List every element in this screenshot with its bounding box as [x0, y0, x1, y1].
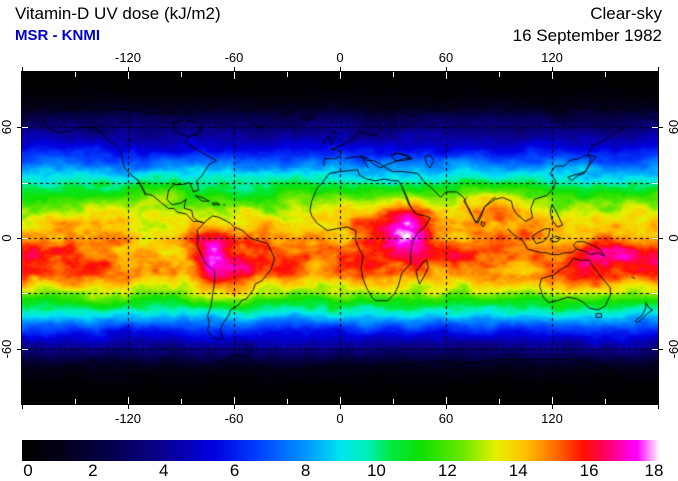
axis-tick-bottom — [446, 397, 447, 404]
axis-tick-top — [181, 72, 182, 77]
colorbar-tick-label: 14 — [508, 461, 528, 480]
axis-tick-bottom — [181, 399, 182, 404]
axis-outtick-top — [128, 67, 129, 71]
lat-tick-label-right: -60 — [666, 339, 678, 359]
axis-outtick-left — [17, 349, 21, 350]
lon-tick-label-top: 0 — [336, 50, 344, 65]
axis-tick-top — [287, 72, 288, 77]
colorbar-tick-label: 12 — [437, 461, 457, 480]
axis-outtick-top — [552, 67, 553, 71]
lon-tick-label-top: -60 — [224, 50, 244, 65]
axis-outtick-bottom — [340, 405, 341, 409]
axis-tick-right — [652, 127, 658, 128]
axis-tick-bottom — [75, 399, 76, 404]
colorbar-tick-label: 2 — [88, 461, 98, 480]
axis-outtick-top — [22, 67, 23, 71]
axis-top-line — [21, 71, 659, 72]
axis-tick-top — [234, 72, 235, 79]
colorbar-gradient-canvas — [22, 440, 660, 461]
axis-outtick-bottom — [128, 405, 129, 409]
axis-tick-left — [22, 183, 28, 184]
axis-tick-top — [75, 72, 76, 77]
lon-tick-label-bottom: -120 — [114, 411, 142, 426]
colorbar-tick-label: 10 — [366, 461, 386, 480]
lat-tick-label-left: -60 — [0, 339, 14, 359]
lon-tick-label-top: -120 — [114, 50, 142, 65]
axis-tick-top — [605, 72, 606, 77]
world-map-plot — [22, 72, 658, 404]
axis-tick-right — [652, 238, 658, 239]
axis-right-line — [658, 71, 659, 405]
axis-outtick-bottom — [446, 405, 447, 409]
axis-tick-top — [393, 72, 394, 77]
lon-tick-label-bottom: 60 — [438, 411, 454, 426]
axis-tick-top — [128, 72, 129, 79]
lon-tick-label-bottom: -60 — [224, 411, 244, 426]
axis-tick-bottom — [552, 397, 553, 404]
lon-tick-label-top: 60 — [438, 50, 454, 65]
lat-tick-label-left: 60 — [0, 120, 14, 135]
lon-tick-label-top: 120 — [541, 50, 563, 65]
axis-outtick-top — [446, 67, 447, 71]
axis-tick-top — [552, 72, 553, 79]
lat-tick-label-right: 60 — [666, 120, 678, 135]
axis-tick-left — [22, 127, 28, 128]
axis-tick-top — [446, 72, 447, 79]
axis-tick-bottom — [340, 397, 341, 404]
axis-outtick-bottom — [658, 405, 659, 409]
colorbar-tick-label: 18 — [644, 461, 664, 480]
lat-tick-label-right: 0 — [666, 234, 678, 241]
axis-outtick-bottom — [552, 405, 553, 409]
axis-outtick-bottom — [234, 405, 235, 409]
axis-tick-top — [499, 72, 500, 77]
axis-outtick-left — [17, 238, 21, 239]
axis-tick-right — [652, 183, 658, 184]
colorbar-tick-label: 16 — [579, 461, 599, 480]
axis-outtick-right — [659, 127, 663, 128]
axis-tick-right — [652, 293, 658, 294]
colorbar-tick-label: 4 — [159, 461, 169, 480]
axis-bottom-line — [21, 404, 659, 405]
date-label: 16 September 1982 — [512, 26, 662, 45]
axis-tick-left — [22, 293, 28, 294]
axis-tick-bottom — [234, 397, 235, 404]
axis-outtick-top — [658, 67, 659, 71]
axis-outtick-top — [340, 67, 341, 71]
axis-tick-left — [22, 349, 28, 350]
axis-tick-bottom — [287, 399, 288, 404]
colorbar-tick-label: 6 — [229, 461, 240, 480]
colorbar — [22, 440, 660, 461]
colorbar-tick-label: 0 — [23, 461, 33, 480]
axis-tick-top — [340, 72, 341, 79]
uv-dose-heatmap-canvas — [22, 72, 658, 404]
lon-tick-label-bottom: 0 — [336, 411, 344, 426]
axis-outtick-right — [659, 349, 663, 350]
axis-tick-bottom — [393, 399, 394, 404]
axis-outtick-bottom — [22, 405, 23, 409]
page-title: Vitamin-D UV dose (kJ/m2) — [15, 4, 221, 23]
axis-tick-bottom — [128, 397, 129, 404]
axis-tick-right — [652, 349, 658, 350]
axis-outtick-right — [659, 238, 663, 239]
lon-tick-label-bottom: 120 — [541, 411, 563, 426]
axis-outtick-top — [234, 67, 235, 71]
sky-condition-label: Clear-sky — [590, 4, 662, 23]
axis-tick-bottom — [499, 399, 500, 404]
colorbar-tick-label: 8 — [300, 461, 311, 480]
axis-outtick-left — [17, 127, 21, 128]
source-credit: MSR - KNMI — [15, 27, 100, 44]
axis-tick-left — [22, 238, 28, 239]
axis-left-line — [21, 71, 22, 405]
axis-tick-bottom — [605, 399, 606, 404]
lat-tick-label-left: 0 — [0, 234, 14, 242]
